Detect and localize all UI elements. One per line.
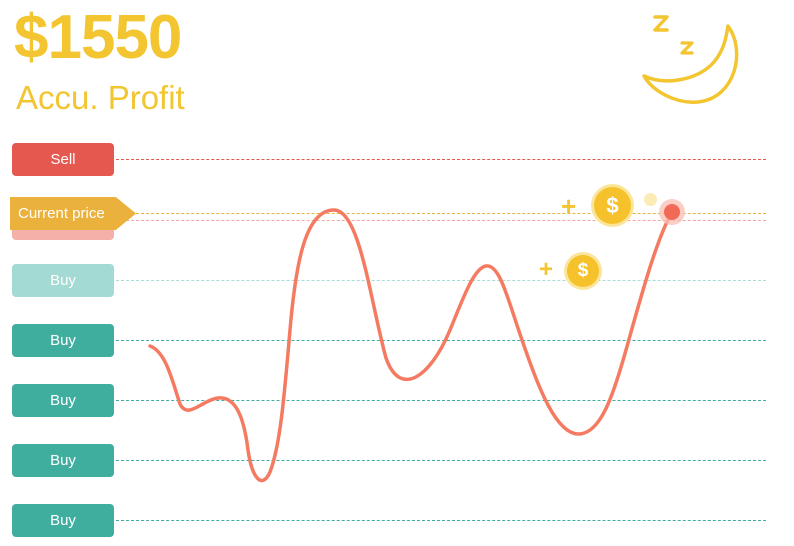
- price-curve: [148, 208, 674, 483]
- profit-label: Accu. Profit: [16, 79, 185, 116]
- dollar-coin-icon: $: [567, 255, 599, 287]
- current-price-line: [116, 213, 766, 214]
- buy-level-line: [116, 400, 766, 401]
- buy-level-line: [116, 340, 766, 341]
- plus-icon: +: [539, 256, 554, 283]
- buy-level-line: [116, 460, 766, 461]
- buy-button-filled[interactable]: Buy: [12, 264, 114, 297]
- plus-icon: +: [561, 191, 577, 221]
- current-price-dot: [664, 204, 680, 220]
- buy-button[interactable]: Buy: [12, 504, 114, 537]
- sleeping-moon-icon: [642, 15, 739, 104]
- buy-level-line: [116, 280, 766, 281]
- previous-level-line: [116, 220, 766, 221]
- buy-button[interactable]: Buy: [12, 324, 114, 357]
- buy-button[interactable]: Buy: [12, 444, 114, 477]
- profit-amount: $1550: [14, 3, 182, 72]
- dollar-coin-icon: $: [594, 187, 631, 224]
- buy-button[interactable]: Buy: [12, 384, 114, 417]
- sparkle-dot: [644, 193, 657, 206]
- sell-level-line: [116, 159, 766, 160]
- current-price-tag: Current price: [10, 197, 136, 230]
- buy-level-line: [116, 520, 766, 521]
- sell-button[interactable]: Sell: [12, 143, 114, 176]
